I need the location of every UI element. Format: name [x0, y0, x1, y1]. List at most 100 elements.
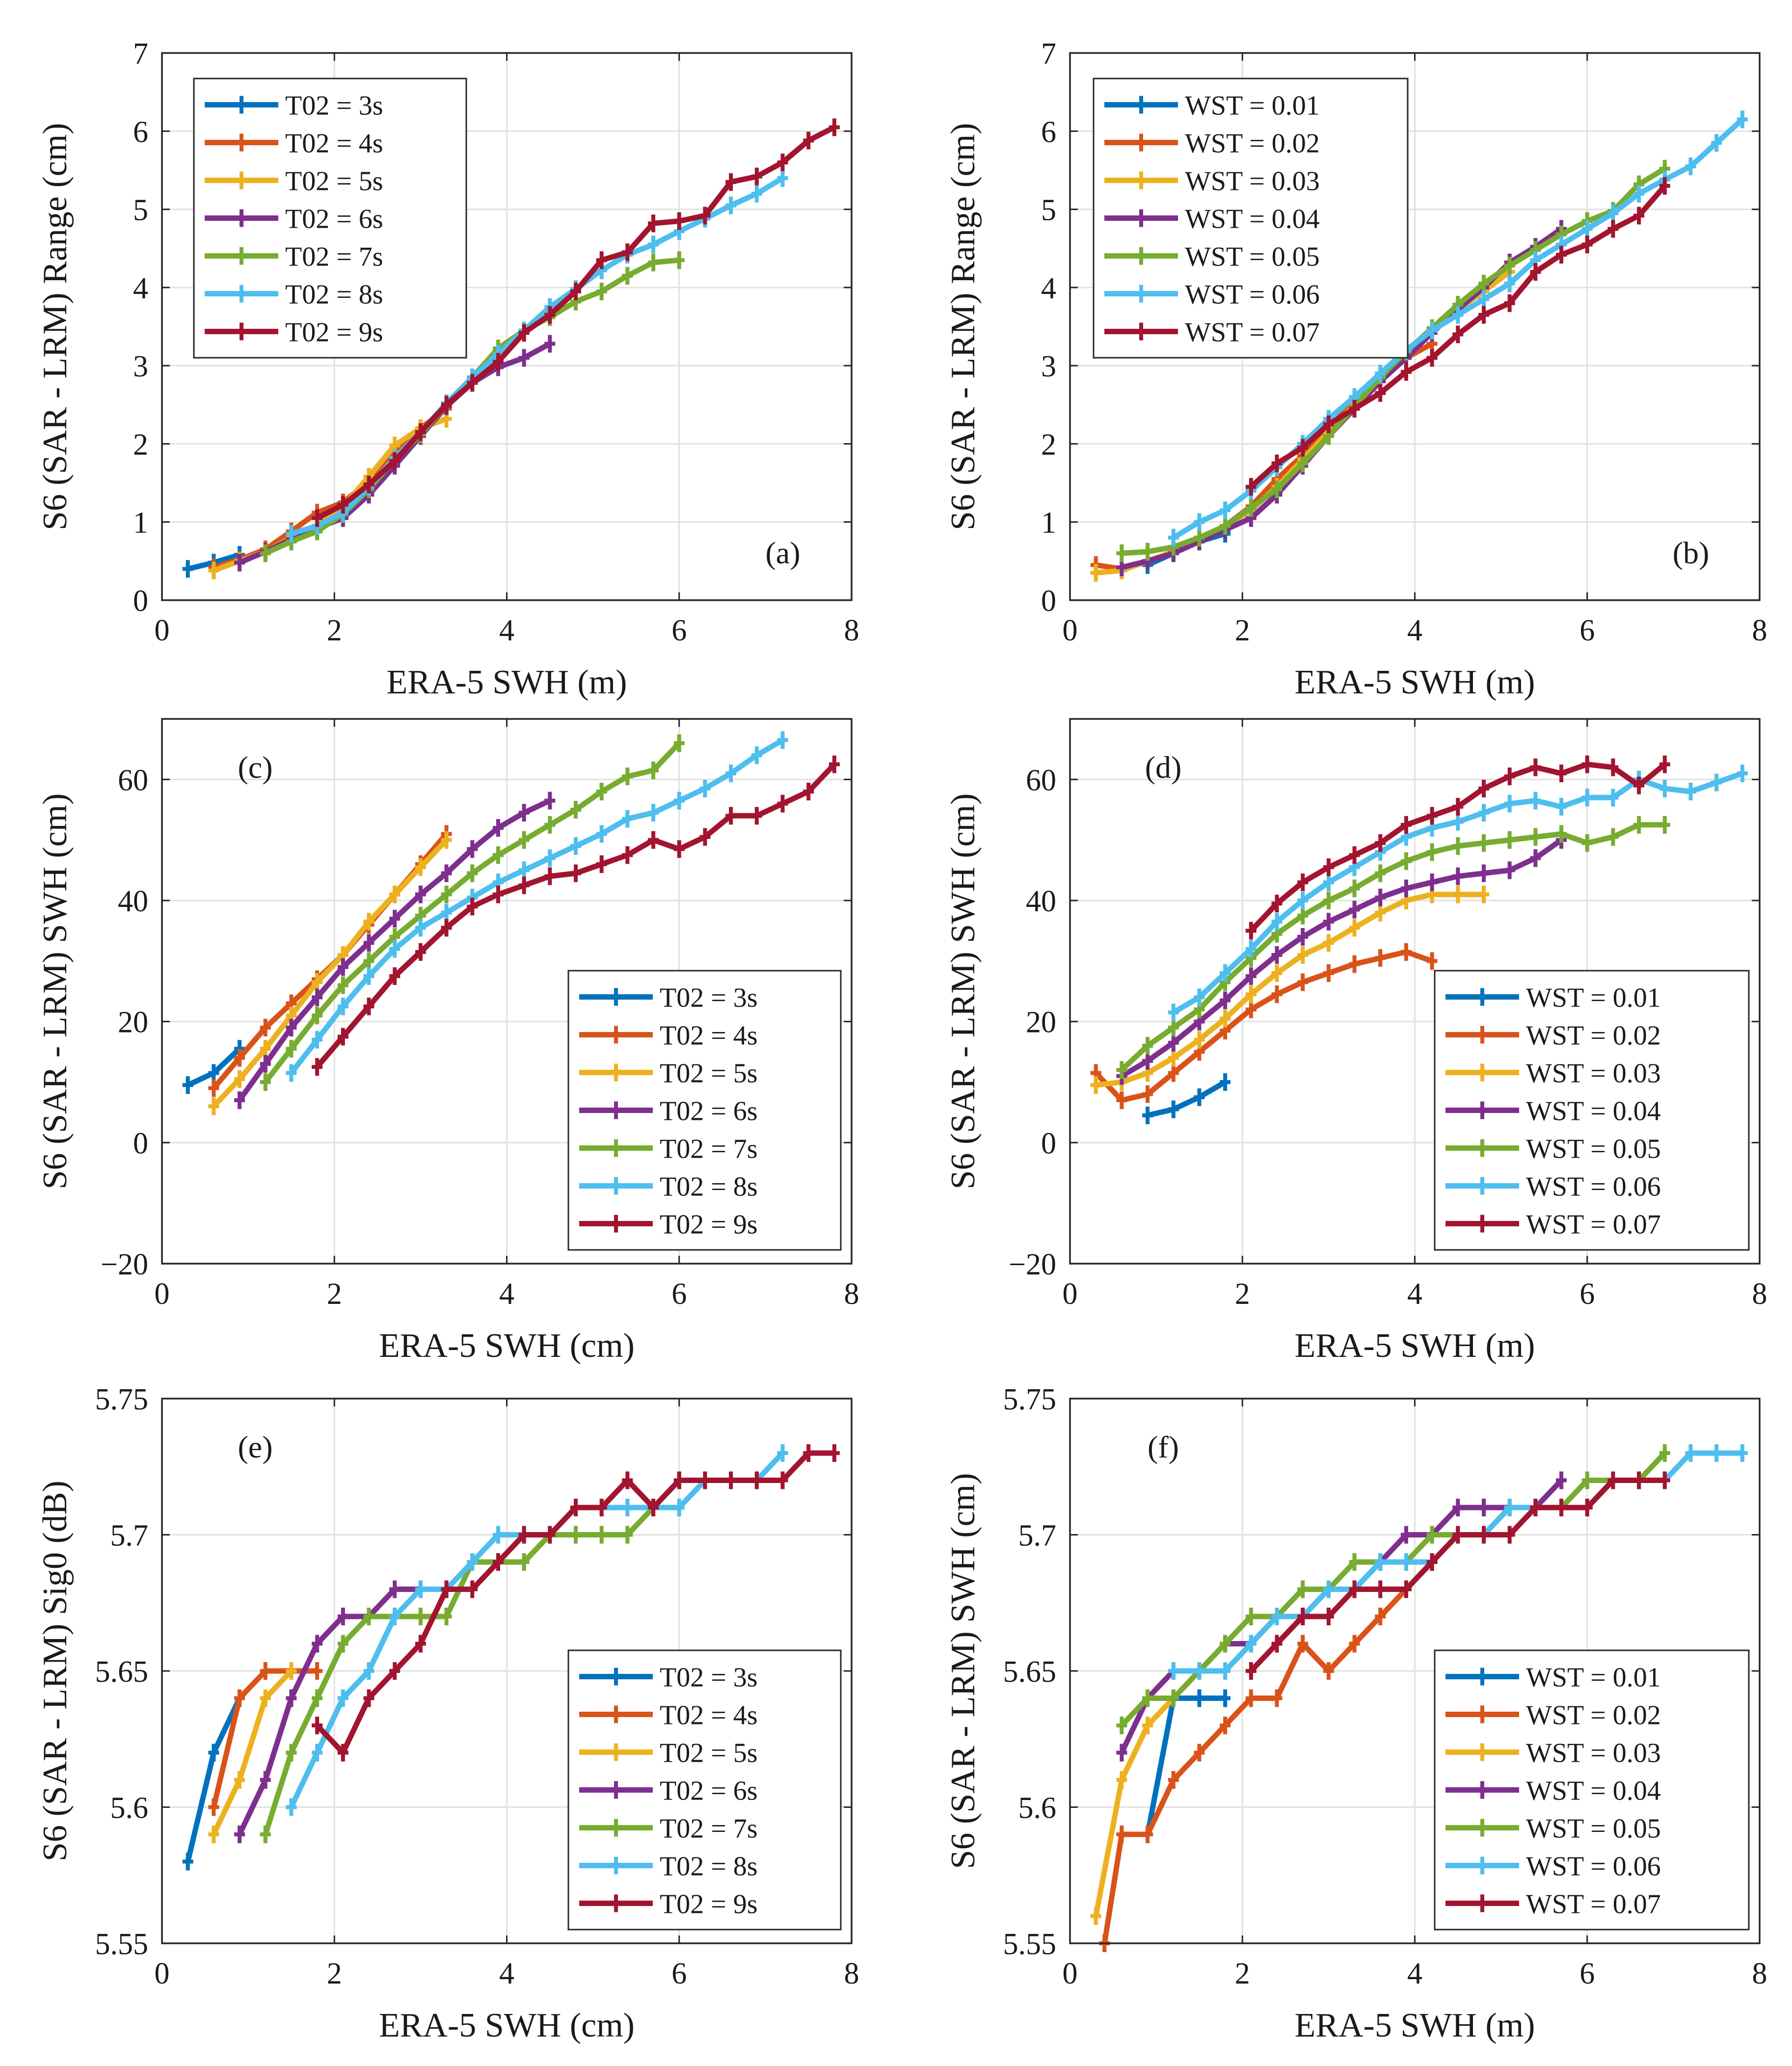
- legend-entry: T02 = 7s: [205, 242, 383, 272]
- data-point: [725, 807, 737, 825]
- data-point: [1168, 1019, 1179, 1036]
- data-point: [1711, 134, 1722, 152]
- data-point: [286, 1662, 297, 1680]
- legend-label: T02 = 6s: [660, 1776, 758, 1806]
- data-point: [1504, 861, 1515, 879]
- series-7: [1245, 755, 1670, 940]
- data-point: [363, 913, 374, 931]
- data-point: [673, 212, 685, 230]
- legend-label: WST = 0.06: [1526, 1852, 1661, 1882]
- series-7: [1245, 177, 1670, 496]
- data-point: [518, 349, 530, 367]
- data-point: [389, 452, 401, 470]
- y-tick-label: 7: [1041, 37, 1056, 71]
- data-point: [415, 1608, 426, 1625]
- legend-label: WST = 0.07: [1526, 1889, 1661, 1920]
- data-point: [751, 167, 762, 185]
- data-point: [777, 1444, 788, 1462]
- legend-marker: [1477, 1026, 1488, 1044]
- y-tick-label: 3: [133, 350, 148, 383]
- data-point: [1220, 517, 1231, 535]
- legend-entry: T02 = 4s: [205, 129, 383, 159]
- data-point: [1659, 1444, 1670, 1462]
- legend-entry: WST = 0.07: [1104, 318, 1320, 348]
- data-point: [1685, 157, 1696, 175]
- data-point: [1194, 1662, 1205, 1680]
- data-point: [260, 1689, 271, 1707]
- y-tick-label: 5.65: [1003, 1655, 1057, 1689]
- legend-label: T02 = 4s: [660, 1700, 758, 1731]
- legend-marker: [1136, 285, 1147, 303]
- data-point: [1556, 797, 1567, 816]
- legend-label: T02 = 9s: [660, 1210, 758, 1240]
- data-point: [1400, 1526, 1412, 1544]
- data-point: [337, 1028, 348, 1046]
- data-point: [1271, 480, 1283, 498]
- y-tick-label: 40: [118, 885, 148, 918]
- data-point: [1452, 813, 1464, 831]
- data-point: [1271, 946, 1283, 964]
- data-point: [544, 849, 556, 867]
- panel-label: (f): [1148, 1430, 1179, 1464]
- data-point: [648, 214, 659, 233]
- data-point: [441, 885, 452, 903]
- series-line: [212, 838, 449, 1109]
- y-tick-label: 2: [133, 428, 148, 461]
- data-point: [1220, 1635, 1231, 1653]
- data-point: [518, 831, 530, 849]
- legend: WST = 0.01 WST = 0.02 WST = 0.03 WST = 0.04…: [1093, 78, 1409, 359]
- legend-entry: T02 = 8s: [579, 1172, 758, 1202]
- series-1: [182, 1040, 245, 1094]
- data-point: [1556, 1471, 1567, 1489]
- data-point: [1349, 399, 1360, 418]
- x-tick-label: 6: [1579, 614, 1595, 647]
- data-point: [1530, 1499, 1541, 1516]
- data-point: [1116, 1717, 1127, 1734]
- data-point: [389, 910, 401, 927]
- data-point: [1142, 543, 1153, 561]
- legend-marker: [611, 1819, 621, 1837]
- data-point: [1194, 513, 1205, 531]
- legend-marker: [1477, 1063, 1488, 1082]
- legend-marker: [1136, 322, 1147, 341]
- data-point: [648, 1499, 659, 1516]
- data-point: [337, 496, 348, 514]
- x-tick-label: 6: [671, 614, 687, 647]
- series-3: [208, 831, 452, 1115]
- data-point: [1478, 779, 1489, 797]
- data-point: [1220, 501, 1231, 519]
- data-point: [441, 1580, 452, 1598]
- data-point: [260, 544, 271, 562]
- legend-entry: T02 = 6s: [205, 204, 383, 235]
- data-point: [570, 801, 581, 819]
- data-point: [1245, 499, 1257, 517]
- data-point: [1168, 529, 1179, 547]
- data-point: [1607, 758, 1619, 776]
- data-point: [1375, 1608, 1386, 1625]
- data-point: [492, 885, 504, 903]
- data-point: [389, 885, 401, 903]
- data-point: [234, 1771, 245, 1789]
- legend: T02 = 3s T02 = 4s T02 = 5s T02 = 6s T02 = 7s…: [193, 78, 467, 359]
- data-point: [1245, 478, 1257, 496]
- x-tick-label: 8: [1752, 1277, 1767, 1311]
- data-point: [596, 855, 607, 873]
- data-point: [1659, 816, 1670, 834]
- data-point: [467, 864, 478, 882]
- data-point: [518, 324, 530, 342]
- data-point: [673, 840, 685, 858]
- data-point: [1323, 1608, 1334, 1625]
- y-axis-label: S6 (SAR - LRM) SWH (cm): [944, 1473, 982, 1869]
- data-point: [1323, 1662, 1334, 1680]
- legend-entry: T02 = 9s: [579, 1889, 758, 1920]
- data-point: [1659, 177, 1670, 195]
- data-point: [1452, 306, 1464, 324]
- data-point: [1271, 964, 1283, 982]
- legend-entry: WST = 0.05: [1104, 242, 1320, 272]
- y-tick-label: 5: [1041, 194, 1056, 227]
- x-tick-label: 8: [844, 614, 859, 647]
- y-axis-label: S6 (SAR - LRM) Sig0 (dB): [36, 1481, 74, 1861]
- data-point: [648, 831, 659, 849]
- x-tick-label: 6: [1579, 1277, 1595, 1311]
